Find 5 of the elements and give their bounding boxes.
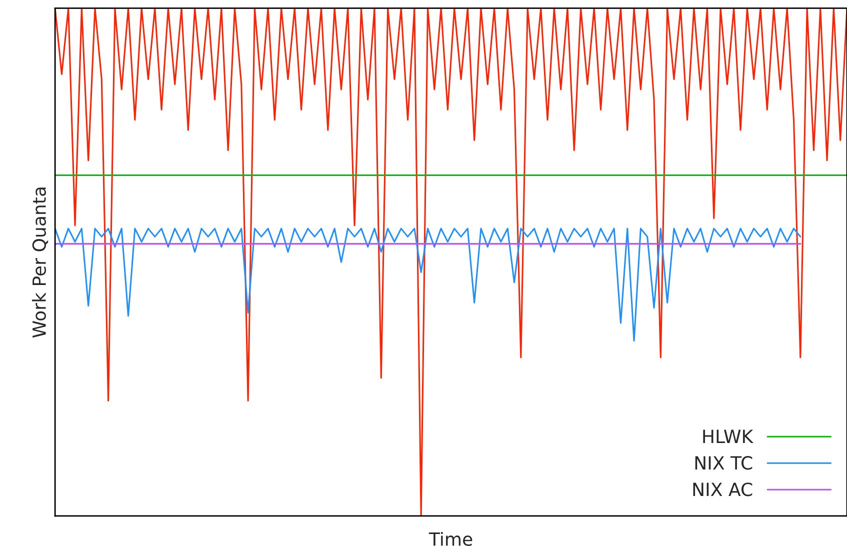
legend-label: NIX AC [693, 482, 752, 496]
y-axis-title: Work Per Quanta [32, 188, 48, 338]
legend-label: NIX TC [695, 456, 752, 470]
x-axis-title: Time [428, 532, 472, 546]
legend-label: HLWK [703, 430, 754, 443]
